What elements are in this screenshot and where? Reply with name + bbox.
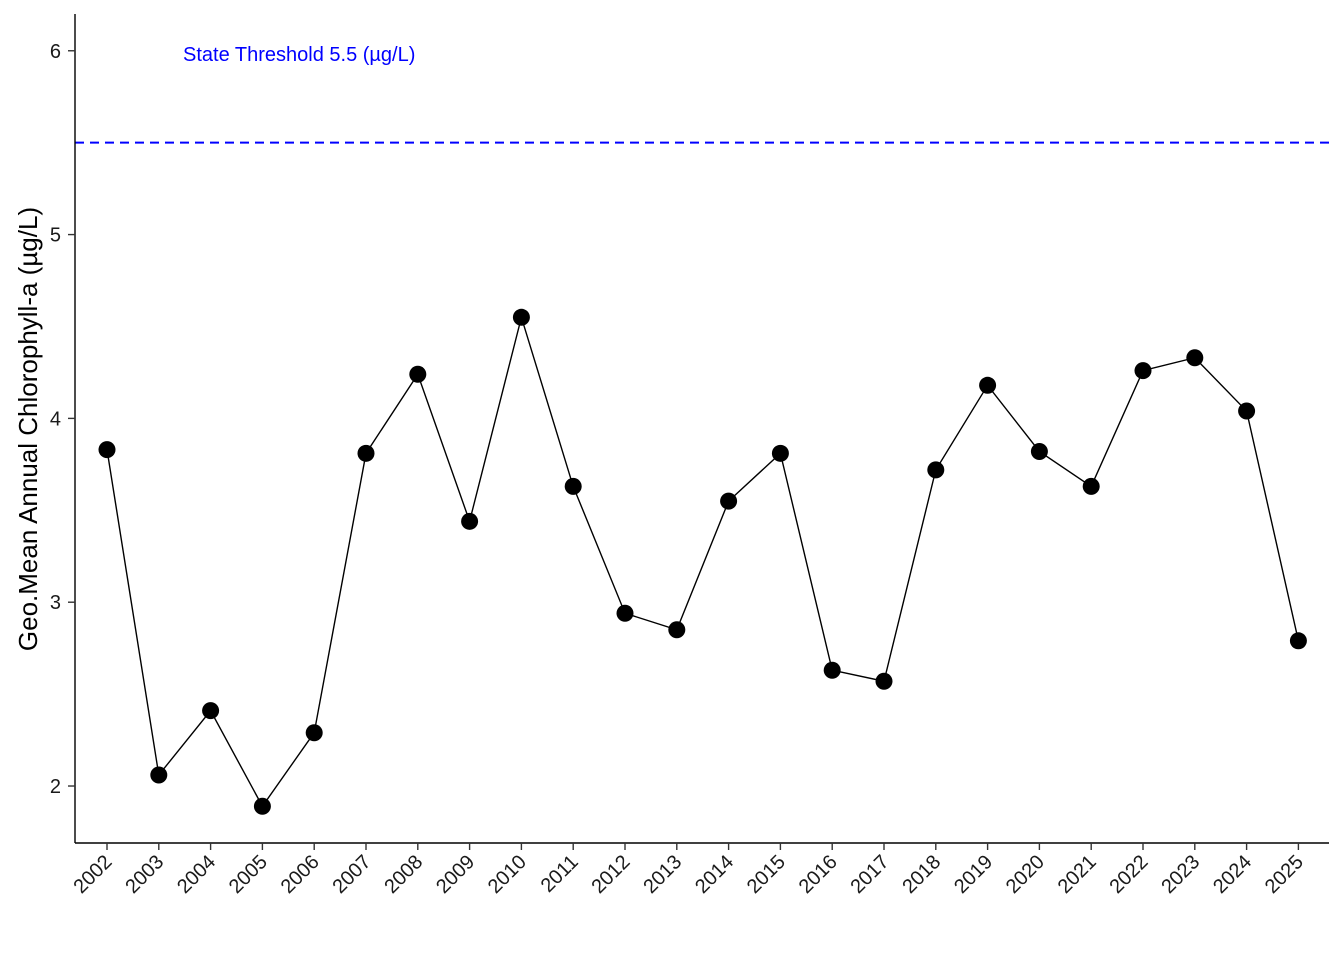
- data-point: [668, 621, 686, 639]
- x-tick-label: 2002: [70, 851, 117, 898]
- x-axis-ticks: 2002 2003 2004 2005 2006 2007 2008 2009 2010 2011…: [70, 843, 1308, 898]
- series-group: [98, 308, 1307, 815]
- series-line: [106, 314, 1300, 808]
- y-axis-ticks: 2 3 4 5 6: [50, 41, 75, 798]
- x-tick-label: 2015: [743, 851, 790, 898]
- data-point: [150, 766, 168, 784]
- x-tick-label: 2022: [1106, 851, 1153, 898]
- x-tick-label: 2007: [329, 851, 376, 898]
- data-point: [979, 376, 997, 394]
- y-tick-label: 4: [50, 408, 61, 430]
- x-tick-label: 2005: [225, 851, 272, 898]
- data-point: [202, 702, 220, 720]
- data-point: [1186, 349, 1204, 367]
- x-tick-label: 2020: [1002, 851, 1049, 898]
- x-tick-label: 2019: [950, 851, 997, 898]
- x-tick-label: 2025: [1261, 851, 1308, 898]
- x-tick-label: 2014: [691, 851, 738, 898]
- data-point: [823, 661, 841, 679]
- data-point: [305, 724, 323, 742]
- data-point: [461, 512, 479, 530]
- y-tick-label: 6: [50, 41, 61, 63]
- threshold-group: State Threshold 5.5 (µg/L): [75, 44, 1329, 144]
- data-point: [616, 604, 634, 622]
- x-tick-label: 2004: [173, 851, 220, 898]
- y-axis-title: Geo.Mean Annual Chlorophyll-a (µg/L): [13, 207, 43, 651]
- data-point: [1082, 477, 1100, 495]
- x-tick-label: 2023: [1157, 851, 1204, 898]
- x-tick-label: 2013: [639, 851, 686, 898]
- data-point: [771, 444, 789, 462]
- x-tick-label: 2003: [121, 851, 168, 898]
- y-tick-label: 3: [50, 592, 61, 614]
- x-tick-label: 2008: [380, 851, 427, 898]
- x-tick-label: 2012: [588, 851, 635, 898]
- x-tick-label: 2017: [847, 851, 894, 898]
- y-tick-label: 2: [50, 776, 61, 798]
- data-point: [564, 477, 582, 495]
- x-tick-label: 2016: [795, 851, 842, 898]
- data-point: [1030, 442, 1048, 460]
- x-tick-label: 2011: [537, 851, 583, 897]
- x-tick-label: 2024: [1209, 851, 1256, 898]
- x-tick-label: 2010: [484, 851, 531, 898]
- data-point: [512, 308, 530, 326]
- x-tick-label: 2021: [1054, 851, 1101, 898]
- data-point: [98, 441, 116, 459]
- x-tick-label: 2009: [432, 851, 479, 898]
- data-point: [1289, 632, 1307, 650]
- data-point: [409, 365, 427, 383]
- data-point: [1134, 362, 1152, 380]
- data-points: [98, 308, 1307, 815]
- data-point: [253, 797, 271, 815]
- threshold-label: State Threshold 5.5 (µg/L): [183, 44, 415, 66]
- x-tick-label: 2006: [277, 851, 324, 898]
- y-tick-label: 5: [50, 225, 61, 247]
- data-point: [357, 444, 375, 462]
- data-point: [720, 492, 738, 510]
- data-point: [875, 672, 893, 690]
- data-point: [1238, 402, 1256, 420]
- data-point: [927, 461, 945, 479]
- x-tick-label: 2018: [898, 851, 945, 898]
